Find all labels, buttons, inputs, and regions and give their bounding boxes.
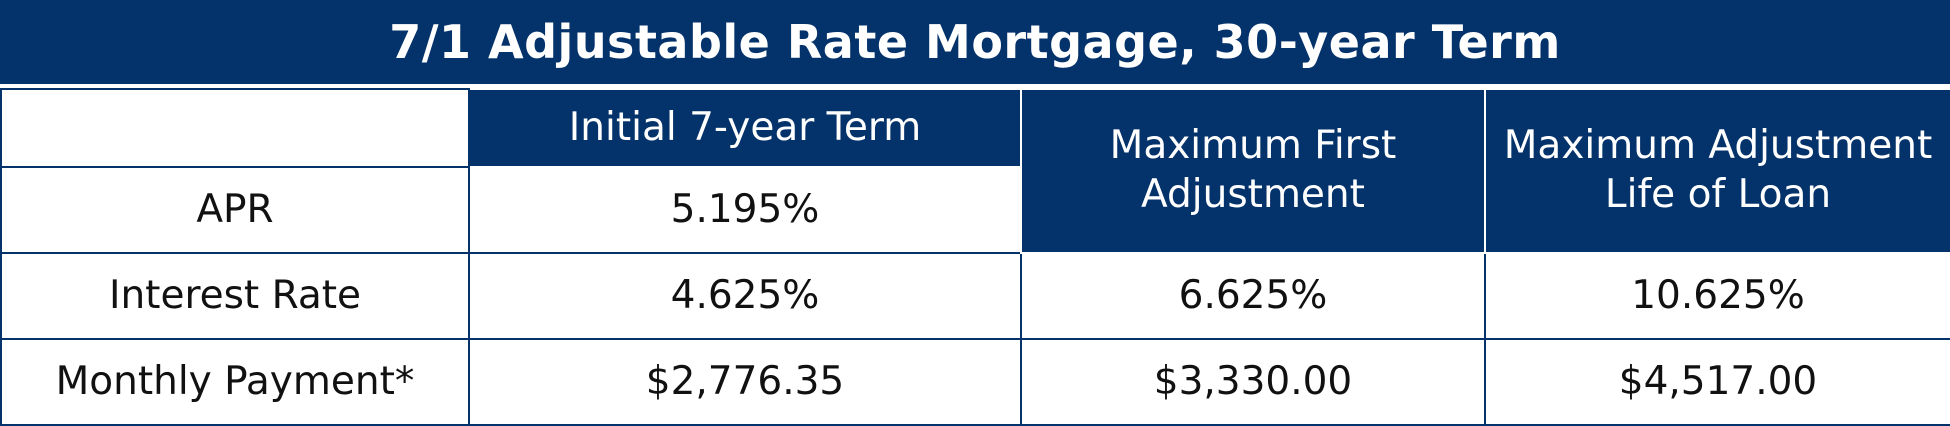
payment-max-first-value: $3,330.00 bbox=[1020, 338, 1486, 426]
interest-max-first-value: 6.625% bbox=[1020, 252, 1486, 340]
row-label-apr: APR bbox=[0, 166, 470, 254]
header-row: Initial 7-year Term Maximum First Adjust… bbox=[0, 88, 1950, 254]
apr-initial-value: 5.195% bbox=[468, 166, 1022, 254]
row-label-monthly-payment: Monthly Payment* bbox=[0, 338, 470, 426]
table-row-apr: APR 5.195% bbox=[0, 166, 1950, 254]
empty-corner-cell bbox=[0, 88, 470, 168]
payment-max-life-value: $4,517.00 bbox=[1484, 338, 1950, 426]
table-title: 7/1 Adjustable Rate Mortgage, 30-year Te… bbox=[0, 0, 1950, 84]
table-row-monthly-payment: Monthly Payment* $2,776.35 $3,330.00 $4,… bbox=[0, 338, 1950, 426]
header-max-life-line2: Life of Loan bbox=[1604, 172, 1832, 217]
row-label-interest-rate: Interest Rate bbox=[0, 252, 470, 340]
header-max-first-adjustment: Maximum First Adjustment bbox=[1020, 88, 1486, 254]
header-max-first-line2: Adjustment bbox=[1141, 172, 1365, 217]
header-max-first-line1: Maximum First bbox=[1109, 123, 1397, 169]
title-divider bbox=[0, 84, 1950, 88]
interest-max-life-value: 10.625% bbox=[1484, 252, 1950, 340]
header-max-life-line1: Maximum Adjustment bbox=[1503, 123, 1933, 169]
payment-initial-value: $2,776.35 bbox=[468, 338, 1022, 426]
table-row-interest-rate: Interest Rate 4.625% 6.625% 10.625% bbox=[0, 252, 1950, 340]
header-max-adjustment-life: Maximum Adjustment Life of Loan bbox=[1484, 88, 1950, 254]
header-initial-term: Initial 7-year Term bbox=[468, 88, 1022, 168]
interest-initial-value: 4.625% bbox=[468, 252, 1022, 340]
mortgage-table: Initial 7-year Term Maximum First Adjust… bbox=[0, 88, 1950, 426]
